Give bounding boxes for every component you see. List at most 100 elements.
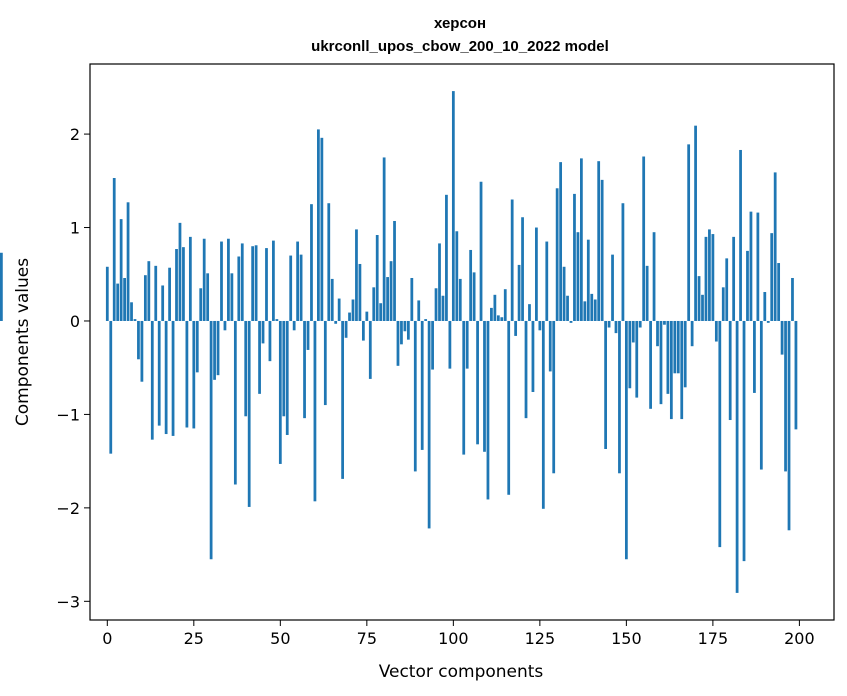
bar-54 [292, 320, 296, 331]
bar-4 [119, 219, 123, 321]
bar-150 [624, 320, 628, 560]
bar-114 [500, 317, 504, 321]
y-axis-label: Components values [13, 258, 33, 426]
bar-183 [739, 149, 742, 321]
bar-13 [150, 320, 154, 440]
bar-186 [749, 211, 753, 321]
bar-136 [576, 232, 580, 321]
y-tick-label: −1 [56, 405, 80, 424]
x-tick-label: 0 [102, 629, 112, 648]
bar-109 [483, 320, 486, 452]
bar-111 [490, 307, 493, 321]
bar-108 [479, 181, 483, 321]
bar-40 [244, 320, 248, 417]
bar-6 [126, 202, 130, 321]
bar-28 [202, 238, 206, 321]
bar-89 [413, 320, 417, 472]
bar-47 [268, 320, 272, 362]
bar-169 [690, 320, 694, 347]
bar-115 [503, 289, 507, 321]
bar-184 [742, 320, 746, 562]
bar-65 [330, 278, 334, 321]
bar-39 [240, 243, 244, 321]
bar-64 [327, 203, 331, 321]
bar-9 [137, 320, 140, 360]
bar-133 [566, 295, 569, 321]
bar-134 [569, 320, 573, 323]
bar-185 [746, 250, 749, 321]
bars-group [0, 91, 798, 593]
bar-148 [618, 320, 621, 474]
bar-17 [164, 320, 168, 435]
bar-187 [753, 320, 756, 393]
bar-118 [514, 320, 518, 336]
bar-141 [593, 299, 597, 321]
bar-63 [323, 320, 327, 406]
bar-160 [659, 320, 663, 405]
bar-60 [313, 320, 317, 502]
bar-172 [701, 294, 704, 321]
bar-170 [694, 125, 697, 321]
bar-102 [458, 278, 462, 321]
bar-12 [147, 261, 151, 321]
bar-171 [697, 276, 701, 321]
bar-24 [188, 236, 192, 321]
bar-0 [105, 266, 109, 321]
bar-121 [524, 320, 528, 419]
bar-78 [375, 235, 379, 321]
bar-42 [251, 246, 255, 321]
bar-142 [597, 161, 601, 321]
bar-139 [586, 239, 590, 321]
bar-10 [140, 320, 144, 382]
bar-36 [230, 273, 234, 321]
bar-100 [451, 91, 455, 321]
bar-11 [143, 275, 147, 321]
x-tick-label: 175 [698, 629, 729, 648]
bar-85 [400, 320, 403, 345]
bar-129 [552, 320, 556, 474]
bar-188 [756, 212, 760, 321]
bar-180 [728, 320, 732, 421]
bar-66 [334, 320, 338, 324]
bar-106 [472, 272, 476, 321]
bar-22 [182, 247, 185, 321]
bar-113 [496, 315, 500, 321]
bar-196 [784, 320, 787, 472]
bar-27 [199, 288, 203, 321]
bar-107 [476, 320, 479, 445]
bar-29 [206, 273, 210, 321]
bar-127 [545, 241, 549, 321]
bar-154 [638, 320, 642, 328]
bar-2 [112, 178, 116, 321]
bar-175 [711, 234, 715, 321]
y-tick-label: 1 [70, 219, 80, 238]
bar-51 [282, 320, 286, 417]
bar-5 [123, 277, 126, 321]
bar-56 [299, 254, 303, 321]
bar-26 [195, 320, 199, 373]
bar-77 [372, 287, 376, 321]
bar-76 [368, 320, 372, 379]
bar-135 [573, 193, 576, 321]
x-axis-label: Vector components [379, 662, 544, 682]
y-tick-label: −2 [56, 499, 80, 518]
bar-34 [223, 320, 227, 331]
bar-90 [417, 300, 421, 321]
bar-145 [607, 320, 611, 328]
plot-frame [89, 63, 835, 621]
bar-49 [275, 319, 279, 321]
bar-132 [562, 266, 566, 321]
x-axis-ticks: 0 25 50 75 100 125 150 175 200 [102, 620, 815, 648]
chart-subtitle: ukrconll_upos_cbow_200_10_2022 model [311, 38, 609, 55]
bar-83 [393, 220, 396, 321]
y-axis-ticks: −3 −2 −1 0 1 2 [56, 125, 90, 611]
bar-48 [272, 240, 275, 321]
bar-21 [178, 222, 182, 321]
bar-131 [559, 162, 563, 321]
bar-130 [555, 188, 559, 321]
bar-166 [680, 320, 684, 420]
y-tick-label: 0 [70, 312, 80, 331]
x-tick-label: 200 [784, 629, 815, 648]
bar-92 [424, 319, 428, 321]
bar-191 [766, 320, 770, 323]
